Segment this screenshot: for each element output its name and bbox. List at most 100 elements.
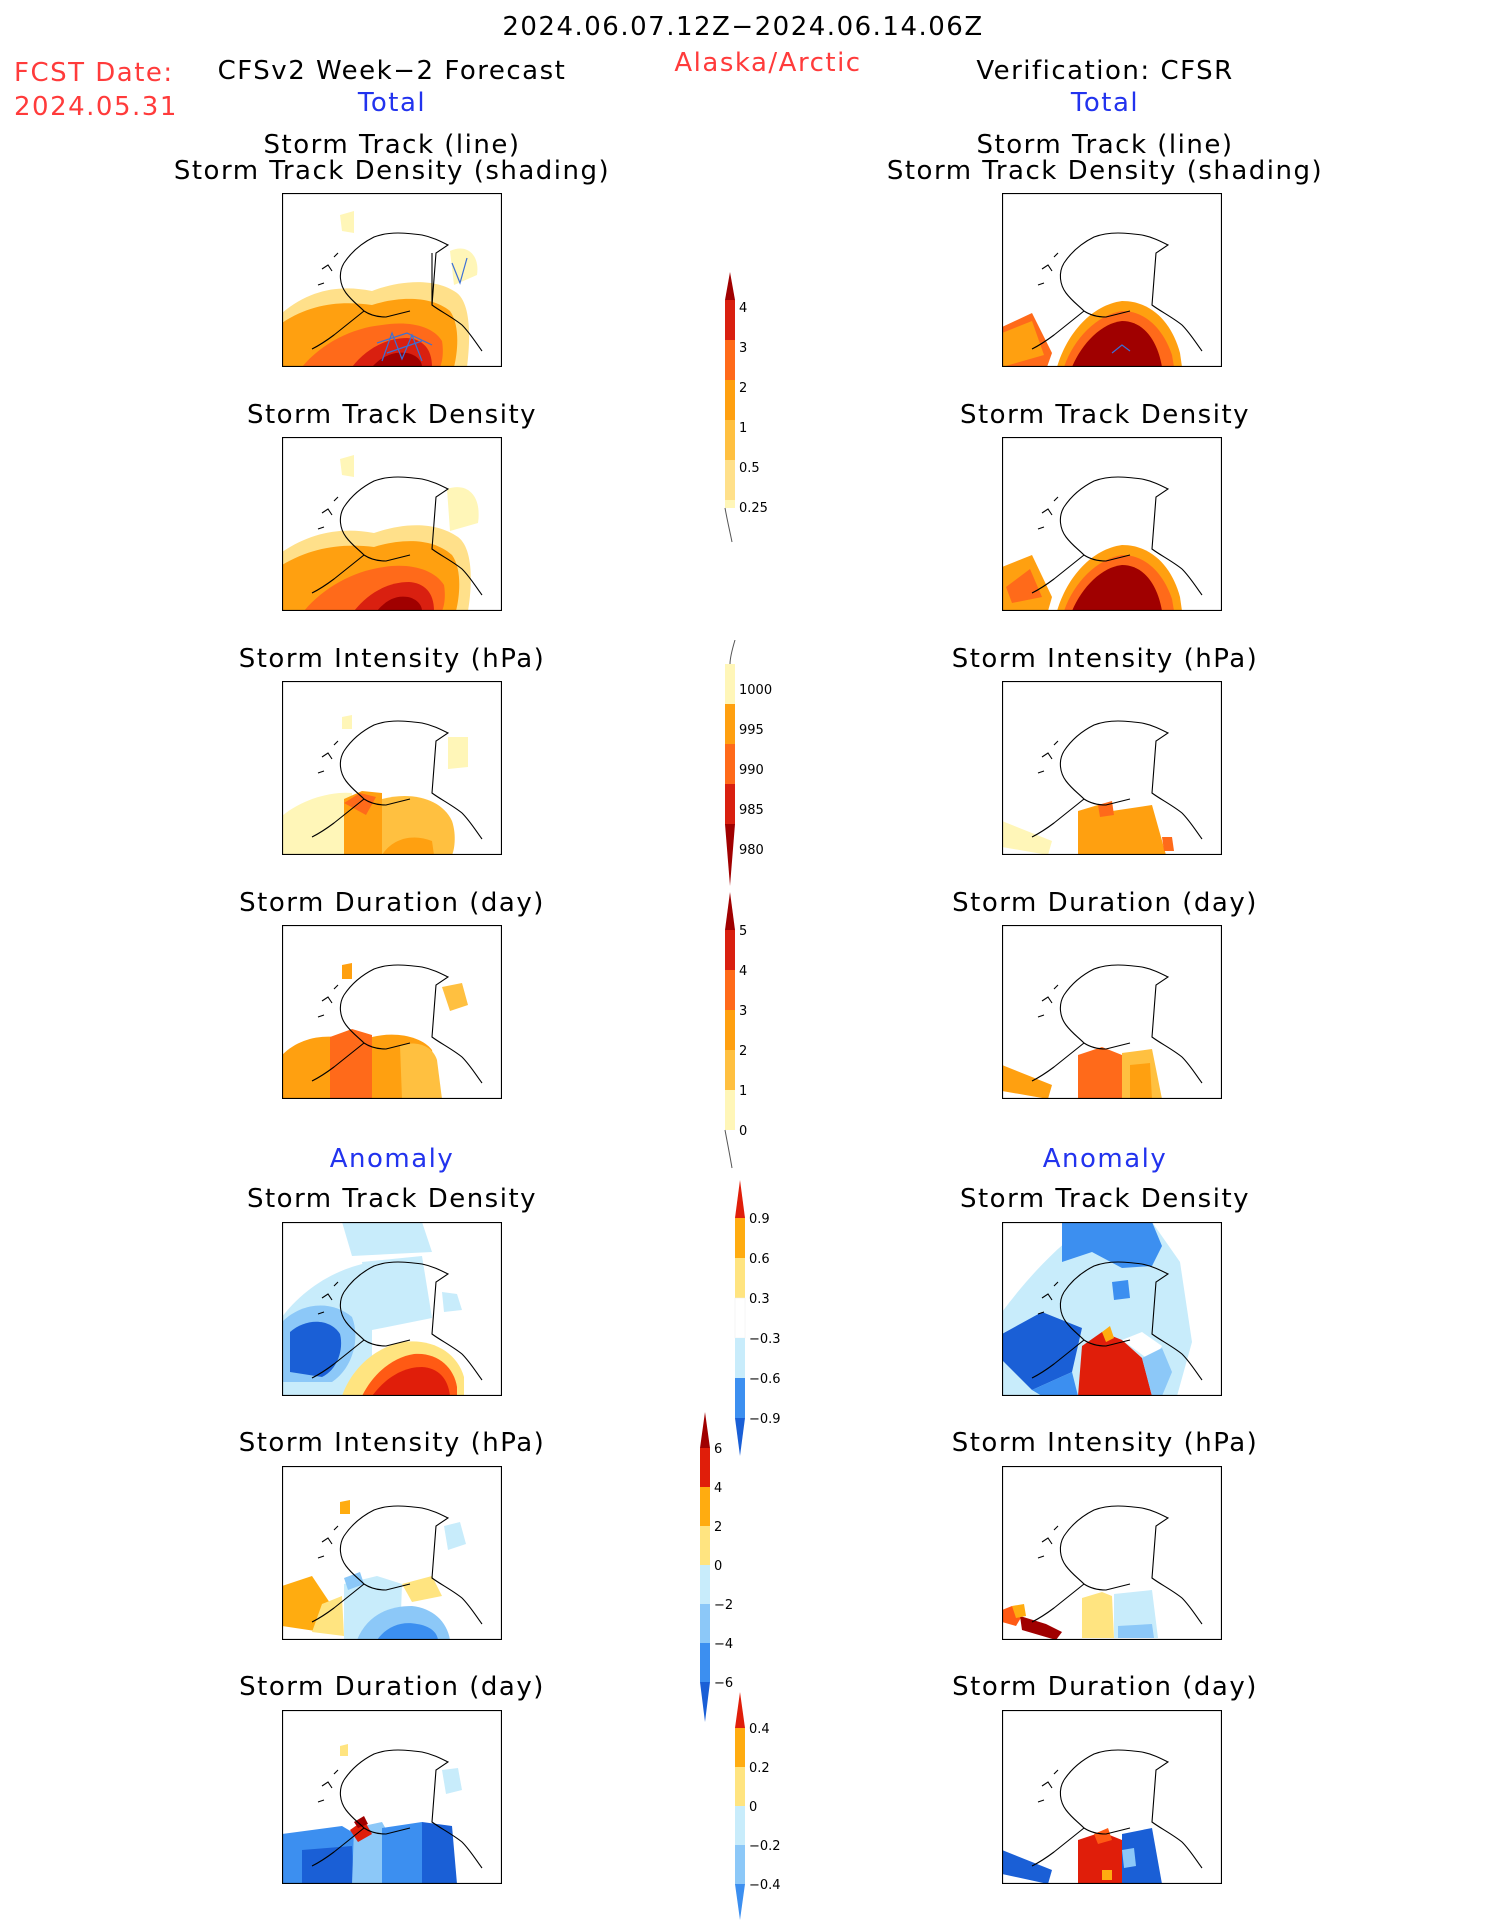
colorbar-tick: 0 — [739, 1124, 747, 1139]
colorbar-tick: 3 — [739, 341, 747, 356]
colorbar-tick: 1 — [739, 421, 747, 436]
colorbar-tick: 2 — [739, 381, 747, 396]
colorbar-bin — [725, 340, 735, 380]
duration-shading — [1002, 1047, 1162, 1099]
panel-frame — [282, 1222, 502, 1396]
left-intensity-title: Storm Intensity (hPa) — [238, 644, 546, 674]
alaska-coastline — [311, 964, 483, 1084]
colorbar-lower-extension — [725, 824, 735, 886]
panel-frame — [282, 437, 502, 611]
panel-frame — [1002, 681, 1222, 855]
duration-shading — [282, 963, 468, 1099]
colorbar-bin — [700, 1604, 710, 1643]
verification-anomaly-duration-map — [1002, 1710, 1222, 1884]
colorbar-bin — [735, 1728, 745, 1767]
fcst-date-value: 2024.05.31 — [14, 92, 178, 122]
colorbar-bin — [725, 970, 735, 1010]
colorbar-bin — [725, 1050, 735, 1090]
alaska-coastline — [1031, 232, 1203, 352]
colorbar-bin — [700, 1526, 710, 1565]
left-anom-intensity-title: Storm Intensity (hPa) — [238, 1428, 546, 1458]
alaska-coastline — [1031, 1749, 1203, 1869]
storm-track-lines — [1111, 344, 1131, 354]
right-intensity-title: Storm Intensity (hPa) — [951, 644, 1259, 674]
colorbar-tick: 2 — [714, 1520, 722, 1535]
colorbar-tick: 1 — [739, 1084, 747, 1099]
right-density-title: Storm Track Density — [959, 400, 1251, 430]
colorbar-bin — [735, 1218, 745, 1258]
forecast-duration-map — [282, 925, 502, 1099]
left-track-shading-title: Storm Track Density (shading) — [173, 156, 611, 186]
alaska-coastline — [1031, 1505, 1203, 1625]
verification-intensity-map — [1002, 681, 1222, 855]
anomaly-density-shading — [1002, 1222, 1192, 1396]
colorbar-tick: −0.4 — [749, 1878, 781, 1893]
density-anomaly-colorbar: 0.9 0.6 0.3 −0.3 −0.6 −0.9 — [734, 1180, 781, 1456]
colorbar-tick: 990 — [739, 763, 764, 778]
colorbar-lower-extension — [735, 1884, 745, 1920]
colorbar-bin — [735, 1767, 745, 1806]
right-track-shading-title: Storm Track Density (shading) — [886, 156, 1324, 186]
anomaly-density-shading — [282, 1222, 464, 1396]
verification-anomaly-intensity-map — [1002, 1466, 1222, 1640]
colorbar-tick: 0.2 — [749, 1761, 770, 1776]
intensity-shading — [1002, 801, 1174, 855]
colorbar-tick: 0.3 — [749, 1292, 770, 1307]
colorbar-tick-labels: 0.9 0.6 0.3 −0.3 −0.6 −0.9 — [749, 1212, 781, 1427]
colorbar-tick: −0.6 — [749, 1372, 781, 1387]
panel-frame — [282, 193, 502, 367]
intensity-anomaly-colorbar: 6 4 2 0 −2 −4 −6 — [700, 1412, 733, 1722]
intensity-shading — [282, 715, 468, 855]
colorbar-bin — [735, 1845, 745, 1884]
colorbar-tick-labels: 4 3 2 1 0.5 0.25 — [739, 301, 768, 516]
density-shading — [1002, 545, 1182, 611]
panel-frame — [1002, 925, 1222, 1099]
colorbar-upper-extension — [735, 1180, 745, 1218]
alaska-coastline — [311, 232, 483, 352]
colorbar-tick-labels: 5 4 3 2 1 0 — [739, 924, 747, 1139]
colorbar-bin — [725, 380, 735, 420]
fcst-date-label: FCST Date: — [14, 58, 174, 88]
colorbar-bin — [725, 1010, 735, 1050]
colorbar-tick: 5 — [739, 924, 747, 939]
colorbar-tick: 6 — [714, 1442, 722, 1457]
colorbar-tick: 0 — [714, 1559, 722, 1574]
anomaly-intensity-shading — [1002, 1590, 1158, 1640]
colorbar-tick: −4 — [714, 1637, 733, 1652]
verification-duration-map — [1002, 925, 1222, 1099]
panel-frame — [1002, 1222, 1222, 1396]
track-density-shading — [282, 211, 478, 367]
colorbar-bin — [700, 1565, 710, 1604]
anomaly-duration-shading — [1002, 1828, 1162, 1884]
colorbar-bin — [725, 1090, 735, 1130]
alaska-coastline — [311, 1261, 483, 1381]
colorbar-tick: 0.25 — [739, 501, 768, 516]
forecast-anomaly-density-map — [282, 1222, 502, 1396]
intensity-total-colorbar: 1000 995 990 985 980 — [725, 640, 772, 886]
anomaly-duration-shading — [282, 1744, 462, 1884]
alaska-coastline — [311, 1505, 483, 1625]
colorbar-bin — [735, 1378, 745, 1418]
panel-frame — [282, 681, 502, 855]
colorbar-tick: 0 — [749, 1800, 757, 1815]
colorbar-bin — [735, 1338, 745, 1378]
left-column-title: CFSv2 Week−2 Forecast — [217, 56, 567, 86]
panel-frame — [1002, 1710, 1222, 1884]
left-anomaly-label: Anomaly — [329, 1144, 455, 1174]
alaska-coastline — [1031, 1261, 1203, 1381]
colorbar-bin — [700, 1448, 710, 1487]
left-density-title: Storm Track Density — [246, 400, 538, 430]
colorbar-tick: −6 — [714, 1676, 733, 1691]
verification-track-density-map — [1002, 193, 1222, 367]
colorbar-tick: 995 — [739, 723, 764, 738]
region-label: Alaska/Arctic — [674, 48, 862, 78]
left-total-label: Total — [357, 88, 427, 118]
colorbar-bin — [735, 1258, 745, 1298]
left-anom-density-title: Storm Track Density — [246, 1184, 538, 1214]
colorbar-tick: 0.6 — [749, 1252, 770, 1267]
colorbar-bin — [700, 1643, 710, 1682]
colorbar-tick: 2 — [739, 1044, 747, 1059]
colorbar-bin — [725, 420, 735, 460]
colorbar-upper-extension — [725, 892, 735, 930]
right-anom-intensity-title: Storm Intensity (hPa) — [951, 1428, 1259, 1458]
